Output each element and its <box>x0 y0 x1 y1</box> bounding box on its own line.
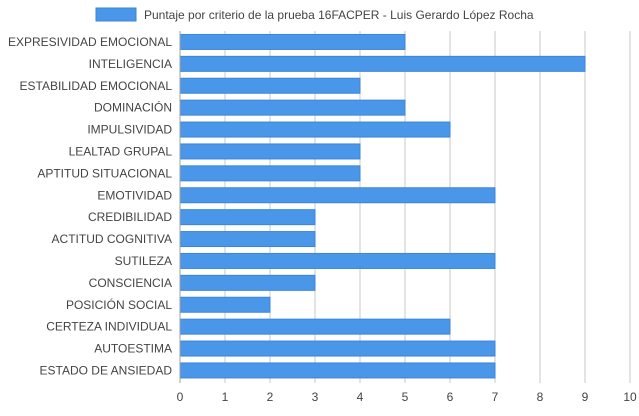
bar[interactable] <box>179 99 406 116</box>
x-tick-label: 2 <box>267 390 274 404</box>
x-tick-labels: 0 1 2 3 4 5 6 7 8 9 10 <box>177 390 637 404</box>
x-tick-label: 1 <box>222 390 229 404</box>
bar[interactable] <box>179 296 271 313</box>
x-tick-label: 0 <box>177 390 184 404</box>
legend[interactable]: Puntaje por criterio de la prueba 16FACP… <box>95 7 534 22</box>
category-label: CREDIBILIDAD <box>88 210 172 224</box>
bar[interactable] <box>179 55 586 72</box>
category-label: EMOTIVIDAD <box>97 188 172 202</box>
x-tick-label: 5 <box>402 390 409 404</box>
x-tick-label: 3 <box>312 390 319 404</box>
bar[interactable] <box>179 318 451 335</box>
category-label: IMPULSIVIDAD <box>87 123 172 137</box>
category-label: CONSCIENCIA <box>89 276 172 290</box>
x-tick-label: 8 <box>537 390 544 404</box>
category-label: ESTADO DE ANSIEDAD <box>40 363 173 377</box>
bar[interactable] <box>179 77 361 94</box>
legend-label[interactable]: Puntaje por criterio de la prueba 16FACP… <box>144 8 534 22</box>
bar[interactable] <box>179 209 316 226</box>
bar[interactable] <box>179 362 496 379</box>
bar[interactable] <box>179 231 316 248</box>
bar[interactable] <box>179 187 496 204</box>
category-label: AUTOESTIMA <box>94 342 172 356</box>
category-label: CERTEZA INDIVIDUAL <box>46 320 172 334</box>
bar[interactable] <box>179 165 361 182</box>
x-tick-label: 10 <box>623 390 637 404</box>
bar[interactable] <box>179 252 496 269</box>
x-tick-label: 7 <box>492 390 499 404</box>
category-label: POSICIÓN SOCIAL <box>66 297 172 312</box>
category-labels: EXPRESIVIDAD EMOCIONAL INTELIGENCIA ESTABI… <box>8 35 172 378</box>
bar[interactable] <box>179 274 316 291</box>
x-tick-label: 9 <box>582 390 589 404</box>
category-label: DOMINACIÓN <box>94 100 172 115</box>
x-tick-label: 4 <box>357 390 364 404</box>
bar[interactable] <box>179 340 496 357</box>
category-label: ACTITUD COGNITIVA <box>52 232 172 246</box>
x-tick-label: 6 <box>447 390 454 404</box>
category-label: LEALTAD GRUPAL <box>69 144 173 158</box>
bar[interactable] <box>179 33 406 50</box>
legend-swatch[interactable] <box>95 7 137 22</box>
bar[interactable] <box>179 143 361 160</box>
category-label: EXPRESIVIDAD EMOCIONAL <box>8 35 172 49</box>
category-label: SUTILEZA <box>115 254 172 268</box>
bar[interactable] <box>179 121 451 138</box>
bars <box>179 33 586 379</box>
category-label: APTITUD SITUACIONAL <box>37 166 172 180</box>
category-label: ESTABILIDAD EMOCIONAL <box>20 79 173 93</box>
category-label: INTELIGENCIA <box>89 57 172 71</box>
